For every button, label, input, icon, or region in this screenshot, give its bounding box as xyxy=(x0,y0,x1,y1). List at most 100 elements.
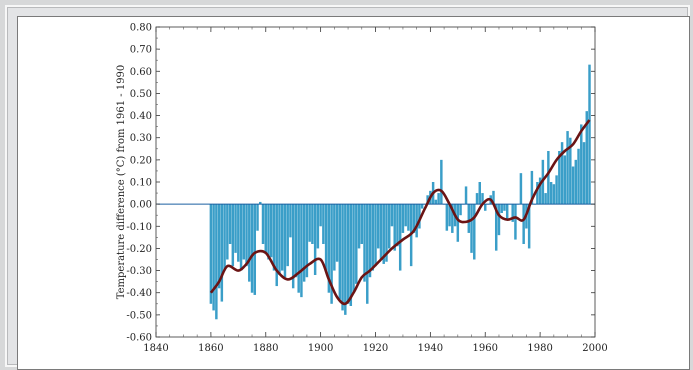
anomaly-bar xyxy=(338,204,342,300)
chart-panel: -0.60 -0.50 -0.40 -0.30 -0.20 -0.10 0.00 0.10 0.… xyxy=(17,16,690,370)
anomaly-bar xyxy=(470,204,473,253)
y-tick-label: 0.80 xyxy=(130,23,152,34)
anomaly-bar xyxy=(294,204,298,278)
y-tick-label: 0.20 xyxy=(130,155,152,166)
anomaly-bar xyxy=(440,159,443,205)
anomaly-bar xyxy=(585,111,589,205)
temperature-anomaly-chart: -0.60 -0.50 -0.40 -0.30 -0.20 -0.10 0.00 0.10 0.… xyxy=(116,23,608,355)
anomaly-bar xyxy=(544,193,547,205)
anomaly-bar xyxy=(267,204,270,260)
anomaly-bar xyxy=(283,204,287,278)
anomaly-bar xyxy=(355,204,358,284)
x-tick-label: 1980 xyxy=(527,343,552,354)
anomaly-bar xyxy=(475,193,479,205)
anomaly-bar xyxy=(349,204,353,306)
anomaly-bar xyxy=(239,204,243,271)
anomaly-bar xyxy=(245,204,248,267)
anomaly-bar xyxy=(226,204,229,260)
anomaly-bar xyxy=(407,204,410,231)
anomaly-bar xyxy=(574,159,578,205)
x-axis: 1840 1860 1880 1900 1920 1940 1960 1980 2000 xyxy=(143,27,608,354)
anomaly-bar xyxy=(437,193,440,205)
y-axis: -0.60 -0.50 -0.40 -0.30 -0.20 -0.10 0.00 0.10 0.… xyxy=(126,23,595,344)
anomaly-bar xyxy=(387,204,391,249)
anomaly-bar xyxy=(527,204,531,249)
anomaly-bar xyxy=(234,204,237,253)
anomaly-bar xyxy=(478,182,481,205)
anomaly-bar xyxy=(582,142,586,205)
anomaly-bar xyxy=(352,204,355,293)
anomaly-bar xyxy=(256,204,259,231)
anomaly-bar xyxy=(341,204,344,311)
anomaly-bar xyxy=(297,204,300,293)
y-tick-label: 0.00 xyxy=(130,200,152,211)
anomaly-bar xyxy=(228,204,232,244)
anomaly-bar xyxy=(538,177,542,205)
anomaly-bar xyxy=(360,204,364,244)
anomaly-bar xyxy=(308,204,311,242)
anomaly-bar xyxy=(300,204,303,298)
anomaly-bar xyxy=(322,204,325,244)
anomaly-bar xyxy=(289,204,292,238)
anomaly-bar xyxy=(566,131,569,205)
anomaly-bar xyxy=(237,204,240,262)
anomaly-bar xyxy=(547,151,550,205)
anomaly-bar xyxy=(242,204,246,260)
anomaly-bar xyxy=(558,151,561,205)
anomaly-bar xyxy=(412,204,416,233)
anomaly-bar xyxy=(286,204,289,267)
anomaly-bar xyxy=(404,204,407,227)
anomaly-bar xyxy=(390,204,394,227)
y-tick-label: -0.50 xyxy=(126,310,152,321)
anomaly-bar xyxy=(580,124,583,205)
anomaly-bar xyxy=(291,204,295,289)
anomaly-bar xyxy=(418,204,421,229)
anomaly-bar xyxy=(445,204,449,231)
anomaly-bar xyxy=(522,204,525,244)
anomaly-bar xyxy=(503,204,506,211)
x-tick-label: 1900 xyxy=(308,343,333,354)
anomaly-bar xyxy=(393,204,396,251)
anomaly-bar xyxy=(212,204,215,311)
anomaly-bar xyxy=(401,204,405,233)
anomaly-bar xyxy=(327,204,331,293)
anomaly-bar xyxy=(385,204,388,262)
anomaly-bar xyxy=(316,204,320,249)
y-tick-label: 0.60 xyxy=(130,67,152,78)
anomaly-bar xyxy=(324,204,328,271)
anomaly-bar xyxy=(514,204,517,240)
anomaly-bar xyxy=(467,204,471,233)
anomaly-bar xyxy=(577,148,580,205)
anomaly-bar xyxy=(563,155,567,205)
anomaly-bar xyxy=(464,186,468,205)
anomaly-bar xyxy=(511,204,514,222)
anomaly-bar xyxy=(280,204,284,271)
anomaly-bar xyxy=(492,190,495,205)
anomaly-bar xyxy=(473,204,476,260)
y-tick-label: -0.10 xyxy=(126,222,152,233)
anomaly-bar xyxy=(420,204,424,209)
anomaly-bar xyxy=(302,204,306,282)
y-tick-label: -0.20 xyxy=(126,244,152,255)
anomaly-bar xyxy=(357,204,361,249)
anomaly-bar xyxy=(220,204,224,302)
anomaly-bar xyxy=(451,204,454,233)
anomaly-bar xyxy=(344,204,347,315)
y-tick-label: 0.10 xyxy=(130,178,152,189)
anomaly-bar xyxy=(555,175,558,205)
anomaly-bar xyxy=(415,204,418,238)
anomaly-bar xyxy=(505,204,509,220)
anomaly-bar xyxy=(217,204,221,289)
anomaly-bar xyxy=(250,204,254,293)
anomaly-bar xyxy=(374,204,377,267)
anomaly-bar xyxy=(330,204,333,304)
y-axis-label: Temperature difference (°C) from 1961 - … xyxy=(116,65,127,300)
anomaly-bar xyxy=(248,204,251,282)
x-tick-label: 1920 xyxy=(363,343,388,354)
y-tick-label: 0.70 xyxy=(130,45,152,56)
anomaly-bar xyxy=(434,199,438,205)
anomaly-bar xyxy=(569,137,572,205)
x-tick-label: 1860 xyxy=(198,343,223,354)
anomaly-bar xyxy=(530,170,534,205)
anomaly-bar xyxy=(552,184,556,205)
